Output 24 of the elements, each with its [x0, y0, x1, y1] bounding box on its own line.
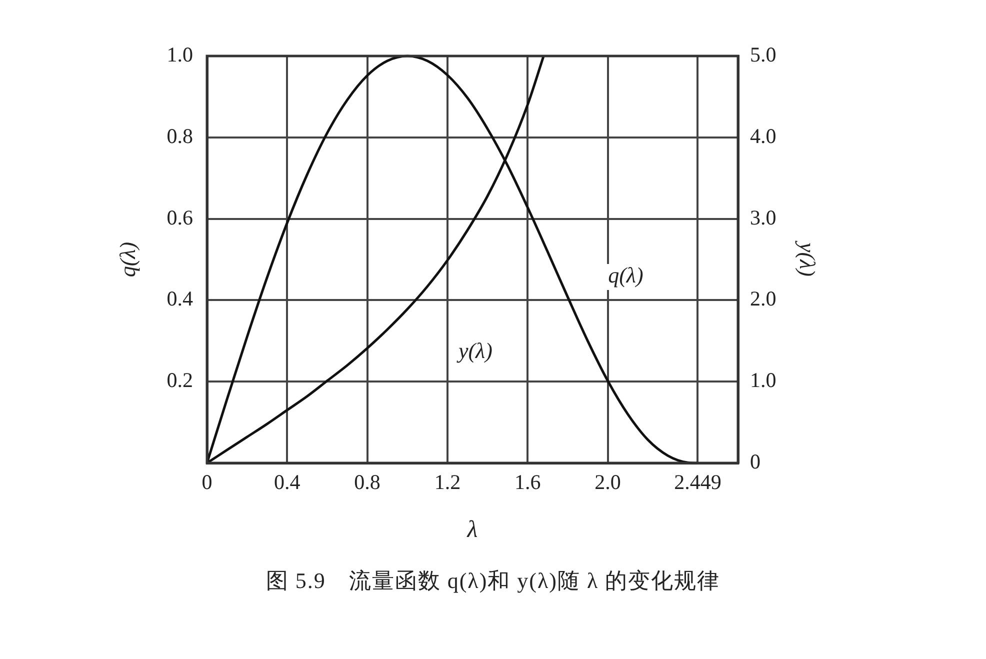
y2-tick-label: 5.0: [750, 42, 776, 67]
y-tick-label: 1.0: [166, 42, 193, 67]
y2-tick-label: 0: [750, 450, 760, 474]
y2-tick-label: 3.0: [750, 205, 776, 230]
text: y(λ): [456, 338, 492, 364]
y2-axis-title: y(λ): [795, 240, 820, 276]
y-tick-label: 0.4: [166, 286, 194, 311]
y2-tick-label: 4.0: [750, 124, 776, 148]
x-tick-label: 0.8: [354, 470, 380, 494]
y2-tick-label: 2.0: [750, 286, 776, 311]
caption: 图 5.9 流量函数 q(λ)和 y(λ)随 λ 的变化规律: [264, 567, 722, 595]
y-tick-label: 0.6: [166, 205, 193, 230]
y-tick-label: 0.8: [166, 124, 193, 148]
x-tick-label: 2.0: [594, 470, 621, 494]
x-tick-label: 0: [202, 470, 212, 494]
x-tick-label: 0.4: [274, 470, 301, 494]
series-label: q(λ): [608, 262, 644, 288]
y-axis-title: q(λ): [114, 242, 140, 278]
y2-tick-label: 1.0: [750, 368, 776, 392]
x-tick-label: 2.449: [674, 470, 722, 494]
x-tick-label: 1.6: [514, 470, 541, 494]
x-tick-label: 1.2: [434, 470, 461, 494]
x-axis-title: λ: [466, 516, 478, 543]
y-tick-label: 0.2: [166, 368, 193, 392]
